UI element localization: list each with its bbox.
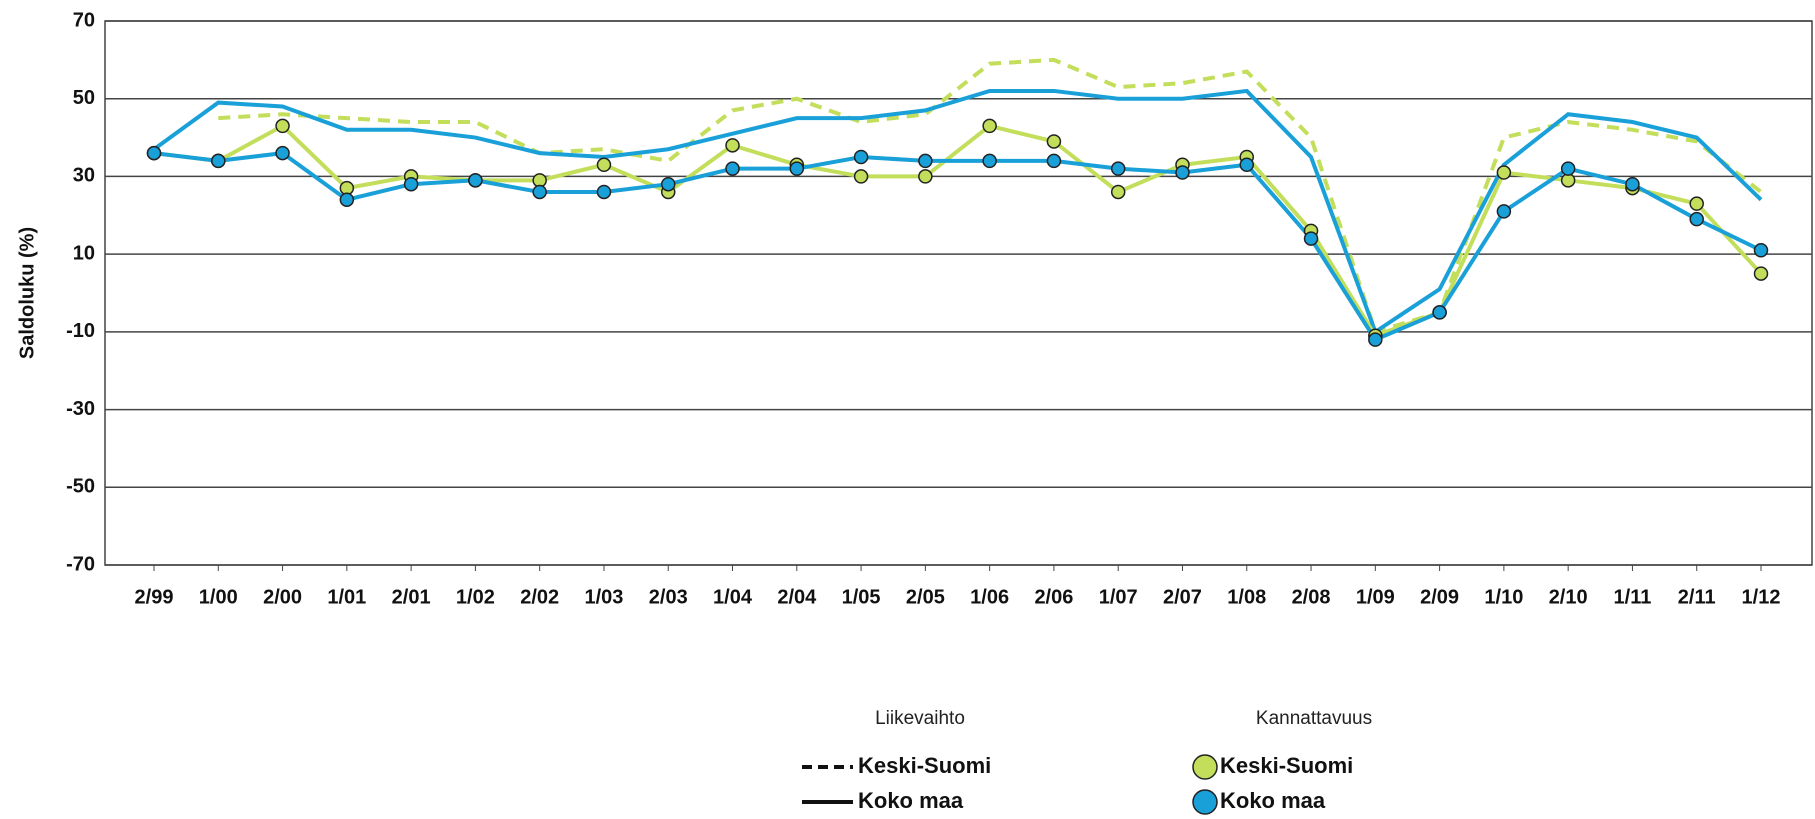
marker <box>211 153 226 169</box>
x-tick-label: 1/03 <box>584 586 623 608</box>
x-tick-label: 1/02 <box>456 586 495 608</box>
legend-label: Keski-Suomi <box>1220 753 1353 778</box>
marker <box>660 176 676 192</box>
marker <box>1689 211 1704 227</box>
marker <box>1560 161 1576 176</box>
x-tick-label: 2/04 <box>777 586 817 608</box>
marker <box>982 153 997 169</box>
series-line <box>152 88 1763 335</box>
x-tick-label: 1/07 <box>1099 586 1138 608</box>
x-tick-label: 1/08 <box>1227 586 1266 608</box>
marker <box>1753 243 1769 258</box>
x-tick-label: 2/09 <box>1420 586 1459 608</box>
marker <box>596 184 612 200</box>
x-tick-label: 2/03 <box>649 586 688 608</box>
x-tick-label: 1/00 <box>199 586 238 608</box>
y-tick-label: 30 <box>73 165 95 187</box>
marker <box>596 157 612 173</box>
marker <box>1368 332 1383 347</box>
marker <box>982 118 997 134</box>
marker <box>725 161 740 176</box>
marker <box>725 138 740 153</box>
x-tick-label: 1/09 <box>1356 586 1395 608</box>
legend-label: Koko maa <box>1220 788 1326 813</box>
x-tick-label: 1/04 <box>713 586 753 608</box>
marker <box>1046 134 1062 149</box>
x-tick-label: 2/07 <box>1163 586 1202 608</box>
marker <box>1432 305 1447 320</box>
y-tick-label: -10 <box>66 320 95 342</box>
x-tick-label: 1/12 <box>1742 586 1781 608</box>
marker <box>403 176 419 192</box>
x-tick-label: 2/05 <box>906 586 945 608</box>
series-line <box>218 57 1763 335</box>
x-tick-label: 1/01 <box>327 586 366 608</box>
legend-marker <box>1192 789 1218 815</box>
marker <box>339 192 355 207</box>
y-tick-label: 70 <box>73 9 95 31</box>
y-tick-label: -50 <box>66 476 95 498</box>
y-tick-label: 10 <box>73 242 95 264</box>
marker <box>1303 231 1319 246</box>
x-tick-label: 2/00 <box>263 586 302 608</box>
marker <box>275 145 290 161</box>
legend-label: Keski-Suomi <box>858 753 991 778</box>
marker <box>1046 153 1062 169</box>
x-tick-label: 2/10 <box>1549 586 1588 608</box>
marker <box>1753 266 1769 281</box>
marker <box>1689 196 1704 211</box>
y-tick-label: 50 <box>73 87 95 109</box>
y-axis-label: Saldoluku (%) <box>16 227 38 359</box>
marker <box>853 149 869 165</box>
marker <box>275 118 290 134</box>
series-line <box>153 123 1763 339</box>
marker <box>1496 204 1512 219</box>
plot-frame <box>104 20 1813 566</box>
x-tick-label: 1/05 <box>842 586 881 608</box>
x-tick-label: 1/06 <box>970 586 1009 608</box>
marker <box>1239 157 1255 173</box>
marker <box>918 153 933 169</box>
x-tick-label: 1/10 <box>1484 586 1523 608</box>
marker <box>468 173 483 188</box>
legend-label: Koko maa <box>858 788 964 813</box>
y-tick-label: -70 <box>66 553 95 575</box>
marker <box>853 169 869 184</box>
marker <box>1175 165 1190 180</box>
series-line <box>153 151 1762 343</box>
legend-marker <box>1192 754 1218 780</box>
x-tick-label: 2/02 <box>520 586 559 608</box>
marker <box>1110 161 1126 176</box>
x-tick-label: 2/01 <box>392 586 431 608</box>
marker <box>1496 165 1512 180</box>
marker <box>146 145 162 161</box>
x-tick-label: 2/06 <box>1034 586 1073 608</box>
marker <box>532 184 547 200</box>
legend-title: Liikevaihto <box>875 708 965 729</box>
x-tick-label: 2/08 <box>1292 586 1331 608</box>
x-tick-label: 2/11 <box>1678 586 1716 608</box>
x-tick-label: 1/11 <box>1614 586 1652 608</box>
marker <box>789 161 805 176</box>
marker <box>918 169 933 184</box>
x-tick-label: 2/99 <box>135 586 174 608</box>
marker <box>1110 184 1126 200</box>
legend-title: Kannattavuus <box>1256 708 1372 729</box>
marker <box>1625 176 1640 192</box>
y-tick-label: -30 <box>66 398 95 420</box>
